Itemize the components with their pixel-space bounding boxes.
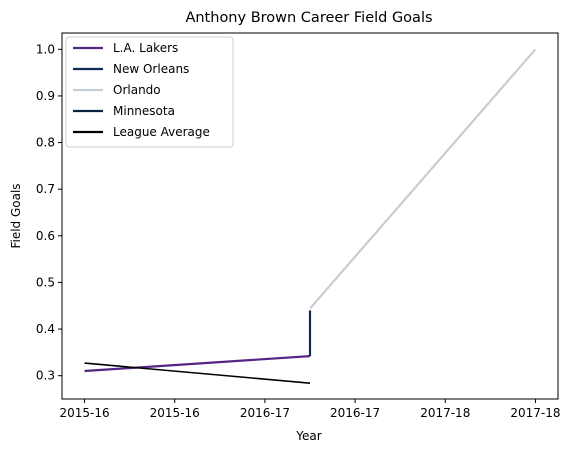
y-axis: 0.3 0.4 0.5 0.6 0.7 0.8 0.9 1.0 bbox=[36, 42, 62, 383]
series-line-0 bbox=[84, 355, 311, 373]
legend-label: Orlando bbox=[113, 83, 161, 97]
series-layer bbox=[84, 48, 537, 384]
legend-label: L.A. Lakers bbox=[113, 41, 178, 55]
x-tick-label: 2015-16 bbox=[150, 406, 200, 420]
x-tick-label: 2017-18 bbox=[420, 406, 470, 420]
x-tick-label: 2015-16 bbox=[59, 406, 109, 420]
legend-box bbox=[65, 36, 234, 148]
axes-frame bbox=[61, 32, 559, 400]
y-axis-label: Field Goals bbox=[9, 183, 23, 248]
y-tick-label: 0.6 bbox=[36, 229, 55, 243]
x-axis-label: Year bbox=[295, 429, 321, 443]
y-tick-label: 0.5 bbox=[36, 275, 55, 289]
x-axis: 2015-16 2015-16 2016-17 2016-17 2017-18 2017-… bbox=[59, 399, 561, 420]
chart-title: Anthony Brown Career Field Goals bbox=[185, 10, 432, 26]
series-line-4 bbox=[84, 362, 311, 384]
y-tick-label: 0.3 bbox=[36, 369, 55, 383]
legend-label: New Orleans bbox=[113, 62, 189, 76]
legend-label: League Average bbox=[113, 125, 210, 139]
x-tick-label: 2016-17 bbox=[330, 406, 380, 420]
y-tick-label: 0.7 bbox=[36, 182, 55, 196]
legend-label: Minnesota bbox=[113, 104, 175, 118]
y-tick-label: 1.0 bbox=[36, 42, 55, 56]
y-tick-label: 0.8 bbox=[36, 136, 55, 150]
x-tick-label: 2017-18 bbox=[510, 406, 560, 420]
series-line-2 bbox=[309, 48, 537, 310]
x-tick-label: 2016-17 bbox=[240, 406, 290, 420]
legend: L.A. Lakers New Orleans Orlando Minnesota Le… bbox=[65, 36, 234, 148]
y-tick-label: 0.4 bbox=[36, 322, 55, 336]
y-tick-label: 0.9 bbox=[36, 89, 55, 103]
plot-area bbox=[61, 32, 559, 400]
